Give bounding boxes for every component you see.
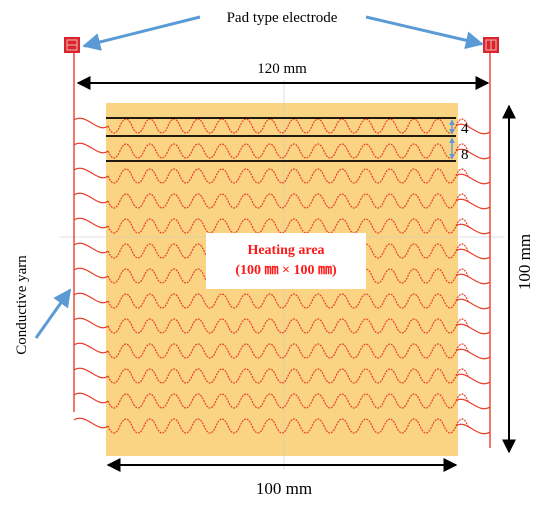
bottom-dimension-label: 100 mm <box>256 479 312 498</box>
pad-electrode-label: Pad type electrode <box>227 10 338 26</box>
heating-area-title: Heating area <box>247 243 325 258</box>
yarn-left-loop <box>73 367 109 379</box>
yarn-right-loop <box>455 248 491 260</box>
yarn-left-loop <box>73 167 109 179</box>
yarn-right-loop <box>455 173 491 185</box>
width-dimension-label: 120 mm <box>257 61 307 77</box>
yarn-wave-row <box>107 218 469 234</box>
yarn-left-loop <box>73 342 109 354</box>
yarn-right-loop <box>455 323 491 335</box>
yarn-right-loop <box>455 423 491 435</box>
yarn-right-loop <box>455 198 491 210</box>
right-pad-electrode <box>483 37 499 53</box>
height-dimension-label: 100 mm <box>515 234 534 290</box>
yarn-left-loop <box>73 192 109 204</box>
heating-area-size: (100 ㎜ × 100 ㎜) <box>235 263 337 278</box>
yarn-wave-row <box>107 393 469 409</box>
yarn-right-loop <box>455 273 491 285</box>
yarn-left-loop <box>73 242 109 254</box>
yarn-wave-row <box>107 368 469 384</box>
heating-area-label: Heating area (100 ㎜ × 100 ㎜) <box>206 233 366 289</box>
conductive-yarn-arrow <box>34 288 72 339</box>
yarn-wave-row <box>107 343 469 359</box>
yarn-left-loop <box>73 417 109 429</box>
yarn-wave-row <box>107 293 469 309</box>
yarn-left-loop <box>73 317 109 329</box>
left-pad-electrode <box>64 37 80 53</box>
yarn-left-loop <box>73 142 109 154</box>
conductive-yarn-waves <box>73 117 491 435</box>
yarn-right-loop <box>455 398 491 410</box>
pad-arrow-left <box>82 15 201 51</box>
yarn-wave-row <box>107 318 469 334</box>
yarn-left-loop <box>73 292 109 304</box>
yarn-right-loop <box>455 298 491 310</box>
yarn-left-loop <box>73 267 109 279</box>
yarn-right-loop <box>455 123 491 135</box>
yarn-left-loop <box>73 217 109 229</box>
yarn-wave-row <box>107 143 469 159</box>
yarn-left-loop <box>73 392 109 404</box>
yarn-right-loop <box>455 223 491 235</box>
spacing-label-large: 8 <box>461 147 469 163</box>
yarn-right-loop <box>455 373 491 385</box>
yarn-right-loop <box>455 148 491 160</box>
pad-arrow-right <box>365 15 484 50</box>
yarn-wave-row <box>107 118 469 134</box>
yarn-left-loop <box>73 117 109 129</box>
yarn-right-loop <box>455 348 491 360</box>
yarn-wave-row <box>107 193 469 209</box>
conductive-yarn-label: Conductive yarn <box>14 255 30 355</box>
yarn-wave-row <box>107 168 469 184</box>
yarn-wave-row <box>107 418 469 434</box>
spacing-label-small: 4 <box>461 121 469 137</box>
